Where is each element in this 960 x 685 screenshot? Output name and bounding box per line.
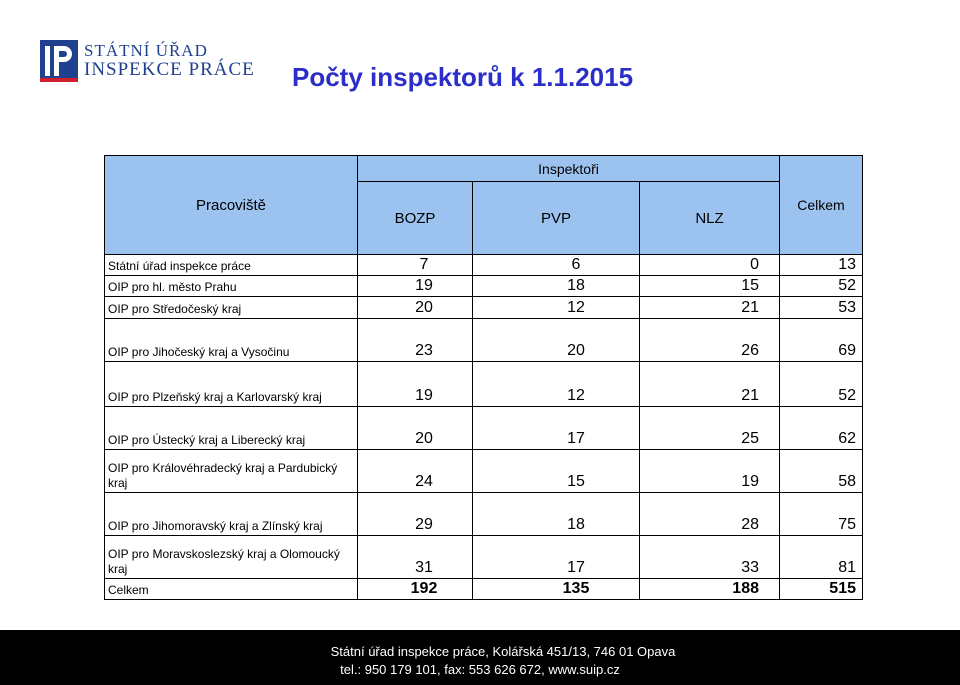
row-total: 69 [779, 318, 863, 362]
row-nlz: 15 [639, 275, 780, 297]
row-name: OIP pro Královéhradecký kraj a Pardubick… [104, 449, 358, 493]
row-total: 52 [779, 361, 863, 407]
row-total: 52 [779, 275, 863, 297]
header-pvp: PVP [472, 181, 640, 255]
row-bozp: 29 [357, 492, 473, 536]
footer-address: Státní úřad inspekce práce, Kolářská 451… [330, 644, 676, 659]
table-row: OIP pro Ústecký kraj a Liberecký kraj 20… [104, 406, 863, 450]
row-name: Státní úřad inspekce práce [104, 254, 358, 276]
row-pvp: 17 [472, 406, 640, 450]
header-workplace: Pracoviště [104, 155, 358, 255]
footer-contact: tel.: 950 179 101, fax: 553 626 672, www… [340, 662, 620, 677]
inspectors-table: Pracoviště Inspektoři Celkem BOZP PVP NL… [104, 155, 863, 600]
header-nlz: NLZ [639, 181, 780, 255]
row-name: OIP pro Jihočeský kraj a Vysočinu [104, 318, 358, 362]
table-row: OIP pro Královéhradecký kraj a Pardubick… [104, 449, 863, 493]
totals-pvp: 135 [472, 578, 640, 600]
totals-row: Celkem 192 135 188 515 [104, 578, 863, 600]
row-pvp: 20 [472, 318, 640, 362]
row-total: 13 [779, 254, 863, 276]
row-name: OIP pro Jihomoravský kraj a Zlínský kraj [104, 492, 358, 536]
row-bozp: 19 [357, 361, 473, 407]
header-inspectors: Inspektoři [357, 155, 780, 182]
row-name: OIP pro Moravskoslezský kraj a Olomoucký… [104, 535, 358, 579]
row-total: 62 [779, 406, 863, 450]
totals-nlz: 188 [639, 578, 780, 600]
table-row: OIP pro Jihomoravský kraj a Zlínský kraj… [104, 492, 863, 536]
table-row: OIP pro hl. město Prahu 19 18 15 52 [104, 275, 863, 297]
row-nlz: 33 [639, 535, 780, 579]
row-total: 58 [779, 449, 863, 493]
row-total: 53 [779, 296, 863, 319]
row-name: OIP pro Plzeňský kraj a Karlovarský kraj [104, 361, 358, 407]
row-bozp: 20 [357, 296, 473, 319]
row-nlz: 25 [639, 406, 780, 450]
page-title: Počty inspektorů k 1.1.2015 [292, 62, 634, 92]
footer: Státní úřad inspekce práce, Kolářská 451… [0, 630, 960, 685]
row-nlz: 28 [639, 492, 780, 536]
row-bozp: 20 [357, 406, 473, 450]
row-nlz: 19 [639, 449, 780, 493]
row-pvp: 12 [472, 296, 640, 319]
table-row: Státní úřad inspekce práce 7 6 0 13 [104, 254, 863, 276]
row-pvp: 17 [472, 535, 640, 579]
ip-logo-icon [40, 40, 78, 82]
row-bozp: 31 [357, 535, 473, 579]
row-pvp: 15 [472, 449, 640, 493]
header-bozp: BOZP [357, 181, 473, 255]
row-bozp: 24 [357, 449, 473, 493]
row-name: OIP pro Ústecký kraj a Liberecký kraj [104, 406, 358, 450]
row-pvp: 18 [472, 492, 640, 536]
table-row: OIP pro Plzeňský kraj a Karlovarský kraj… [104, 361, 863, 407]
row-nlz: 21 [639, 361, 780, 407]
row-bozp: 7 [357, 254, 473, 276]
row-nlz: 21 [639, 296, 780, 319]
row-bozp: 23 [357, 318, 473, 362]
row-name: OIP pro Středočeský kraj [104, 296, 358, 319]
row-bozp: 19 [357, 275, 473, 297]
header-total: Celkem [779, 155, 863, 255]
row-nlz: 0 [639, 254, 780, 276]
row-pvp: 6 [472, 254, 640, 276]
row-name: OIP pro hl. město Prahu [104, 275, 358, 297]
row-nlz: 26 [639, 318, 780, 362]
table-row: OIP pro Středočeský kraj 20 12 21 53 [104, 296, 863, 319]
table-row: OIP pro Moravskoslezský kraj a Olomoucký… [104, 535, 863, 579]
table-row: OIP pro Jihočeský kraj a Vysočinu 23 20 … [104, 318, 863, 362]
suip-logo: STÁTNÍ ÚŘAD INSPEKCE PRÁCE [40, 40, 254, 84]
logo-line-1: STÁTNÍ ÚŘAD [84, 41, 208, 60]
logo-line-2: INSPEKCE PRÁCE [84, 59, 255, 80]
row-total: 81 [779, 535, 863, 579]
row-pvp: 12 [472, 361, 640, 407]
totals-label: Celkem [104, 578, 358, 600]
totals-total: 515 [779, 578, 863, 600]
totals-bozp: 192 [357, 578, 473, 600]
row-total: 75 [779, 492, 863, 536]
row-pvp: 18 [472, 275, 640, 297]
